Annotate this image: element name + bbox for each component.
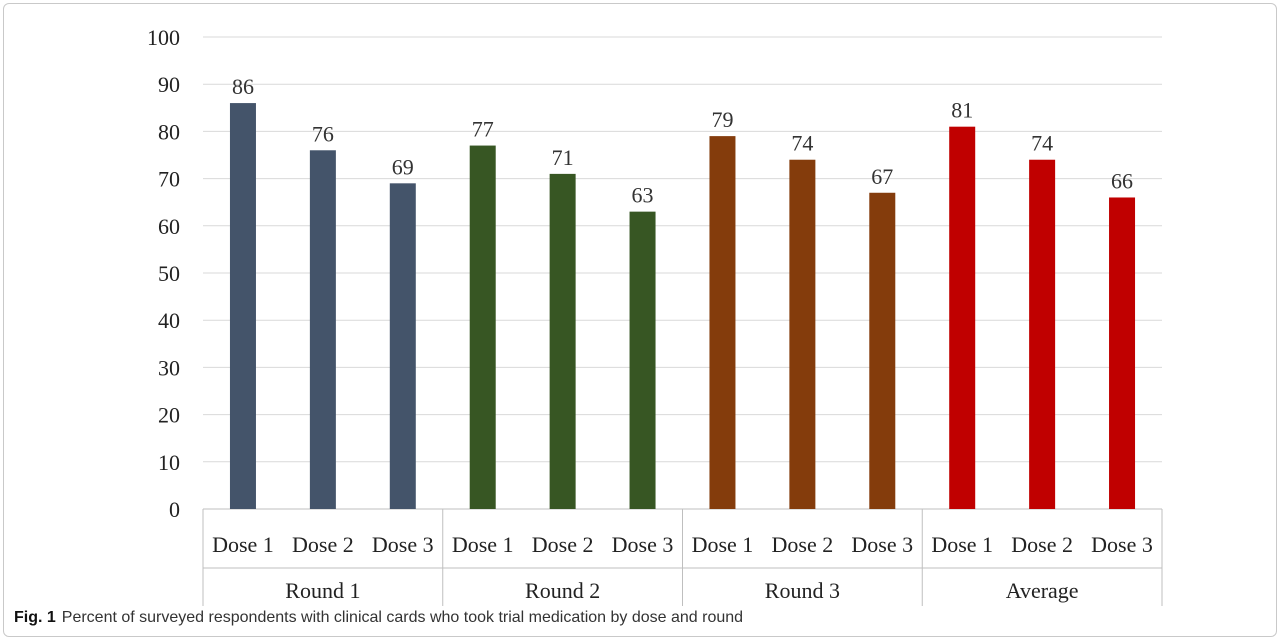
y-tick-label: 20: [158, 403, 180, 428]
category-label: Dose 2: [1011, 532, 1073, 557]
y-tick-label: 70: [158, 167, 180, 192]
y-tick-label: 60: [158, 214, 180, 239]
category-label: Dose 1: [692, 532, 754, 557]
y-tick-label: 90: [158, 72, 180, 97]
y-tick-label: 50: [158, 261, 180, 286]
group-label: Average: [1006, 578, 1079, 603]
group-label: Round 3: [765, 578, 840, 603]
y-tick-label: 40: [158, 308, 180, 333]
data-label: 74: [791, 131, 813, 156]
data-label: 79: [711, 107, 733, 132]
bar: [789, 159, 816, 509]
data-label: 74: [1031, 131, 1053, 156]
group-label: Round 2: [525, 578, 600, 603]
category-label: Dose 3: [612, 532, 674, 557]
category-label: Dose 1: [452, 532, 514, 557]
category-label: Dose 3: [851, 532, 913, 557]
bar: [949, 126, 976, 510]
y-tick-label: 30: [158, 355, 180, 380]
figure-caption-text: Percent of surveyed respondents with cli…: [61, 609, 744, 626]
y-tick-label: 0: [169, 497, 180, 522]
data-label: 77: [472, 117, 494, 142]
data-label: 86: [232, 74, 254, 99]
bar: [229, 103, 256, 509]
category-label: Dose 1: [212, 532, 274, 557]
bar: [309, 150, 336, 509]
data-label: 63: [632, 183, 654, 208]
data-label: 67: [871, 164, 893, 189]
bar: [549, 173, 576, 509]
bar: [1029, 159, 1056, 509]
bar: [1109, 197, 1136, 510]
category-label: Dose 3: [372, 532, 434, 557]
figure-caption: Fig. 1 Percent of surveyed respondents wi…: [14, 609, 1264, 627]
bar: [629, 211, 656, 509]
bar: [389, 183, 416, 509]
data-label: 69: [392, 154, 414, 179]
bar: [709, 136, 736, 509]
category-label: Dose 2: [772, 532, 834, 557]
data-label: 71: [552, 145, 574, 170]
y-tick-label: 100: [147, 25, 180, 50]
bar: [869, 192, 896, 509]
category-label: Dose 2: [532, 532, 594, 557]
y-tick-label: 80: [158, 119, 180, 144]
group-label: Round 1: [285, 578, 360, 603]
bar: [469, 145, 496, 509]
category-label: Dose 1: [931, 532, 993, 557]
figure-number: Fig. 1: [14, 609, 56, 626]
data-label: 76: [312, 121, 334, 146]
y-tick-label: 10: [158, 450, 180, 475]
data-label: 81: [951, 98, 973, 123]
category-label: Dose 2: [292, 532, 354, 557]
data-label: 66: [1111, 168, 1133, 193]
category-label: Dose 3: [1091, 532, 1153, 557]
